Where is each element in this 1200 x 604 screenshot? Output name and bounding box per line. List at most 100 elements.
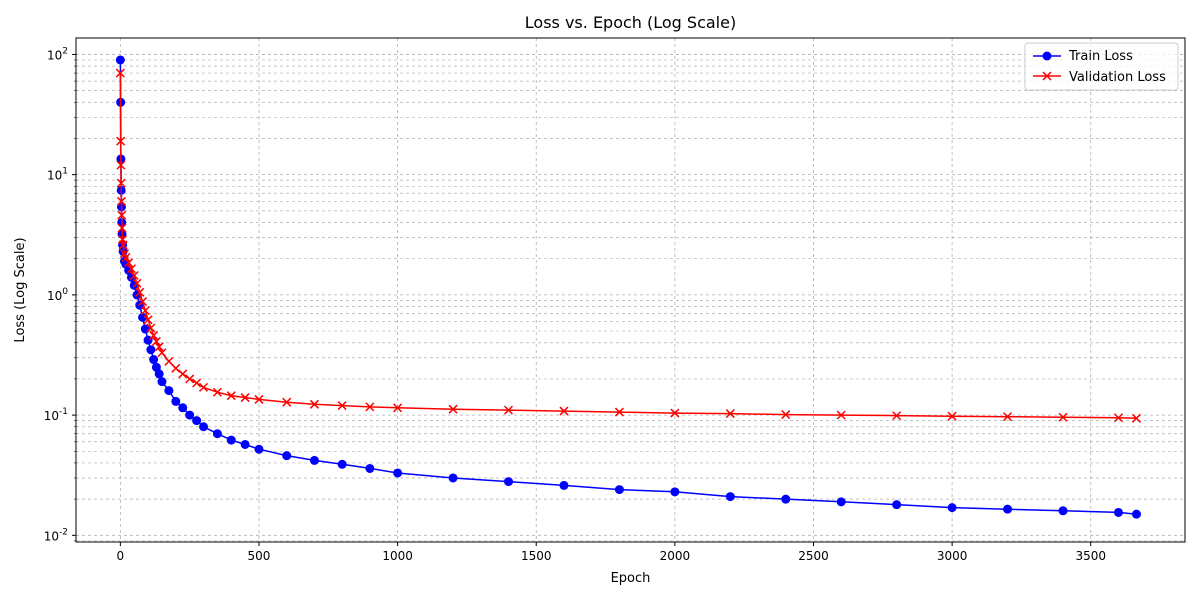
validation-loss-point [670,408,680,418]
validation-loss-point [212,387,222,397]
validation-loss-point [115,68,125,78]
validation-loss-point [614,407,624,417]
train-loss-point [781,494,791,504]
y-tick-label: 10-2 [44,527,68,543]
train-loss-point [164,386,174,396]
validation-loss-point [282,397,292,407]
train-loss-point [199,422,209,432]
validation-loss-point [124,258,134,268]
train-loss-point [192,416,202,426]
validation-loss-point [309,399,319,409]
train-loss-point [149,355,159,365]
validation-loss-point [117,223,127,233]
validation-loss-point [116,160,126,170]
validation-loss-point [393,403,403,413]
validation-loss-point [503,405,514,415]
validation-loss-point [199,382,209,392]
train-loss-point [185,410,195,420]
validation-loss-point [892,411,902,421]
validation-loss-point [254,394,264,404]
validation-loss-point [132,278,142,288]
validation-loss-point [116,178,126,188]
train-loss-point [614,485,624,495]
validation-loss-point [118,240,128,250]
validation-loss-point [1058,412,1068,422]
train-loss-point [365,463,375,473]
train-loss-point [178,403,188,413]
legend-val-label: Validation Loss [1069,70,1166,85]
validation-loss-point [117,210,127,220]
train-loss-point [212,429,222,439]
train-loss-point [146,345,156,355]
x-tick-label: 3000 [937,549,968,563]
validation-loss-point [781,410,791,420]
legend-box [1024,42,1179,91]
x-tick-label: 0 [117,549,125,563]
validation-loss-point [116,136,126,146]
y-tick-label: 10-1 [44,407,68,423]
validation-loss-point [725,409,735,419]
train-loss-point [448,473,458,483]
validation-loss-point [149,330,159,340]
train-loss-point [393,468,403,478]
train-loss-point [254,444,264,454]
validation-loss-point [192,378,202,388]
legend-train-label: Train Loss [1068,49,1133,64]
validation-loss-point [116,196,126,206]
validation-loss-point [140,306,150,316]
train-loss-point [337,459,347,469]
series-line-0 [119,59,1137,515]
train-loss-point [157,377,167,387]
train-loss-point [309,455,319,465]
y-axis-label: Loss (Log Scale) [13,237,28,342]
train-loss-point [1003,504,1013,514]
validation-loss-point [154,342,164,352]
y-tick-label: 102 [47,46,68,62]
validation-loss-point [365,402,375,412]
plot-frame [75,37,1186,543]
train-loss-point [947,503,957,513]
validation-loss-point [121,252,131,262]
train-loss-point [1113,507,1123,517]
validation-loss-point [337,401,347,411]
train-loss-point [504,477,514,487]
train-loss-point [154,369,164,379]
train-loss-point [171,396,181,406]
x-tick-label: 1000 [382,549,413,563]
validation-loss-point [143,315,153,325]
train-loss-point [559,480,569,490]
validation-loss-point [178,369,188,379]
validation-loss-point [164,356,174,366]
train-loss-point [836,497,846,507]
x-tick-label: 2000 [660,549,691,563]
validation-loss-point [171,363,181,373]
validation-loss-point [947,411,957,421]
validation-loss-point [448,404,458,414]
validation-loss-point [135,287,145,297]
series-line-1 [119,73,1137,420]
x-tick-label: 3500 [1075,549,1106,563]
validation-loss-point [559,406,569,416]
validation-loss-point [157,348,167,358]
validation-loss-point [240,393,250,403]
x-axis-label: Epoch [611,571,651,586]
validation-loss-point [138,297,148,307]
train-loss-point [226,435,236,445]
y-tick-label: 100 [47,287,68,303]
chart-title: Loss vs. Epoch (Log Scale) [525,13,736,32]
validation-loss-point [1113,413,1123,423]
axis-ticks: 0 500 1000 1500 2000 2500 3000 3500 10-2 10-1 100 1… [44,46,1106,563]
validation-loss-point [1003,412,1013,422]
train-loss-point [892,500,902,510]
validation-loss-point [126,264,136,274]
validation-loss-point [226,391,236,401]
legend-train-marker [1042,51,1052,61]
validation-loss-point [185,374,195,384]
train-loss-point [115,55,125,65]
train-loss-point [282,451,292,461]
train-loss-point [1058,506,1068,516]
validation-loss-point [129,270,139,281]
x-tick-label: 2500 [798,549,829,563]
